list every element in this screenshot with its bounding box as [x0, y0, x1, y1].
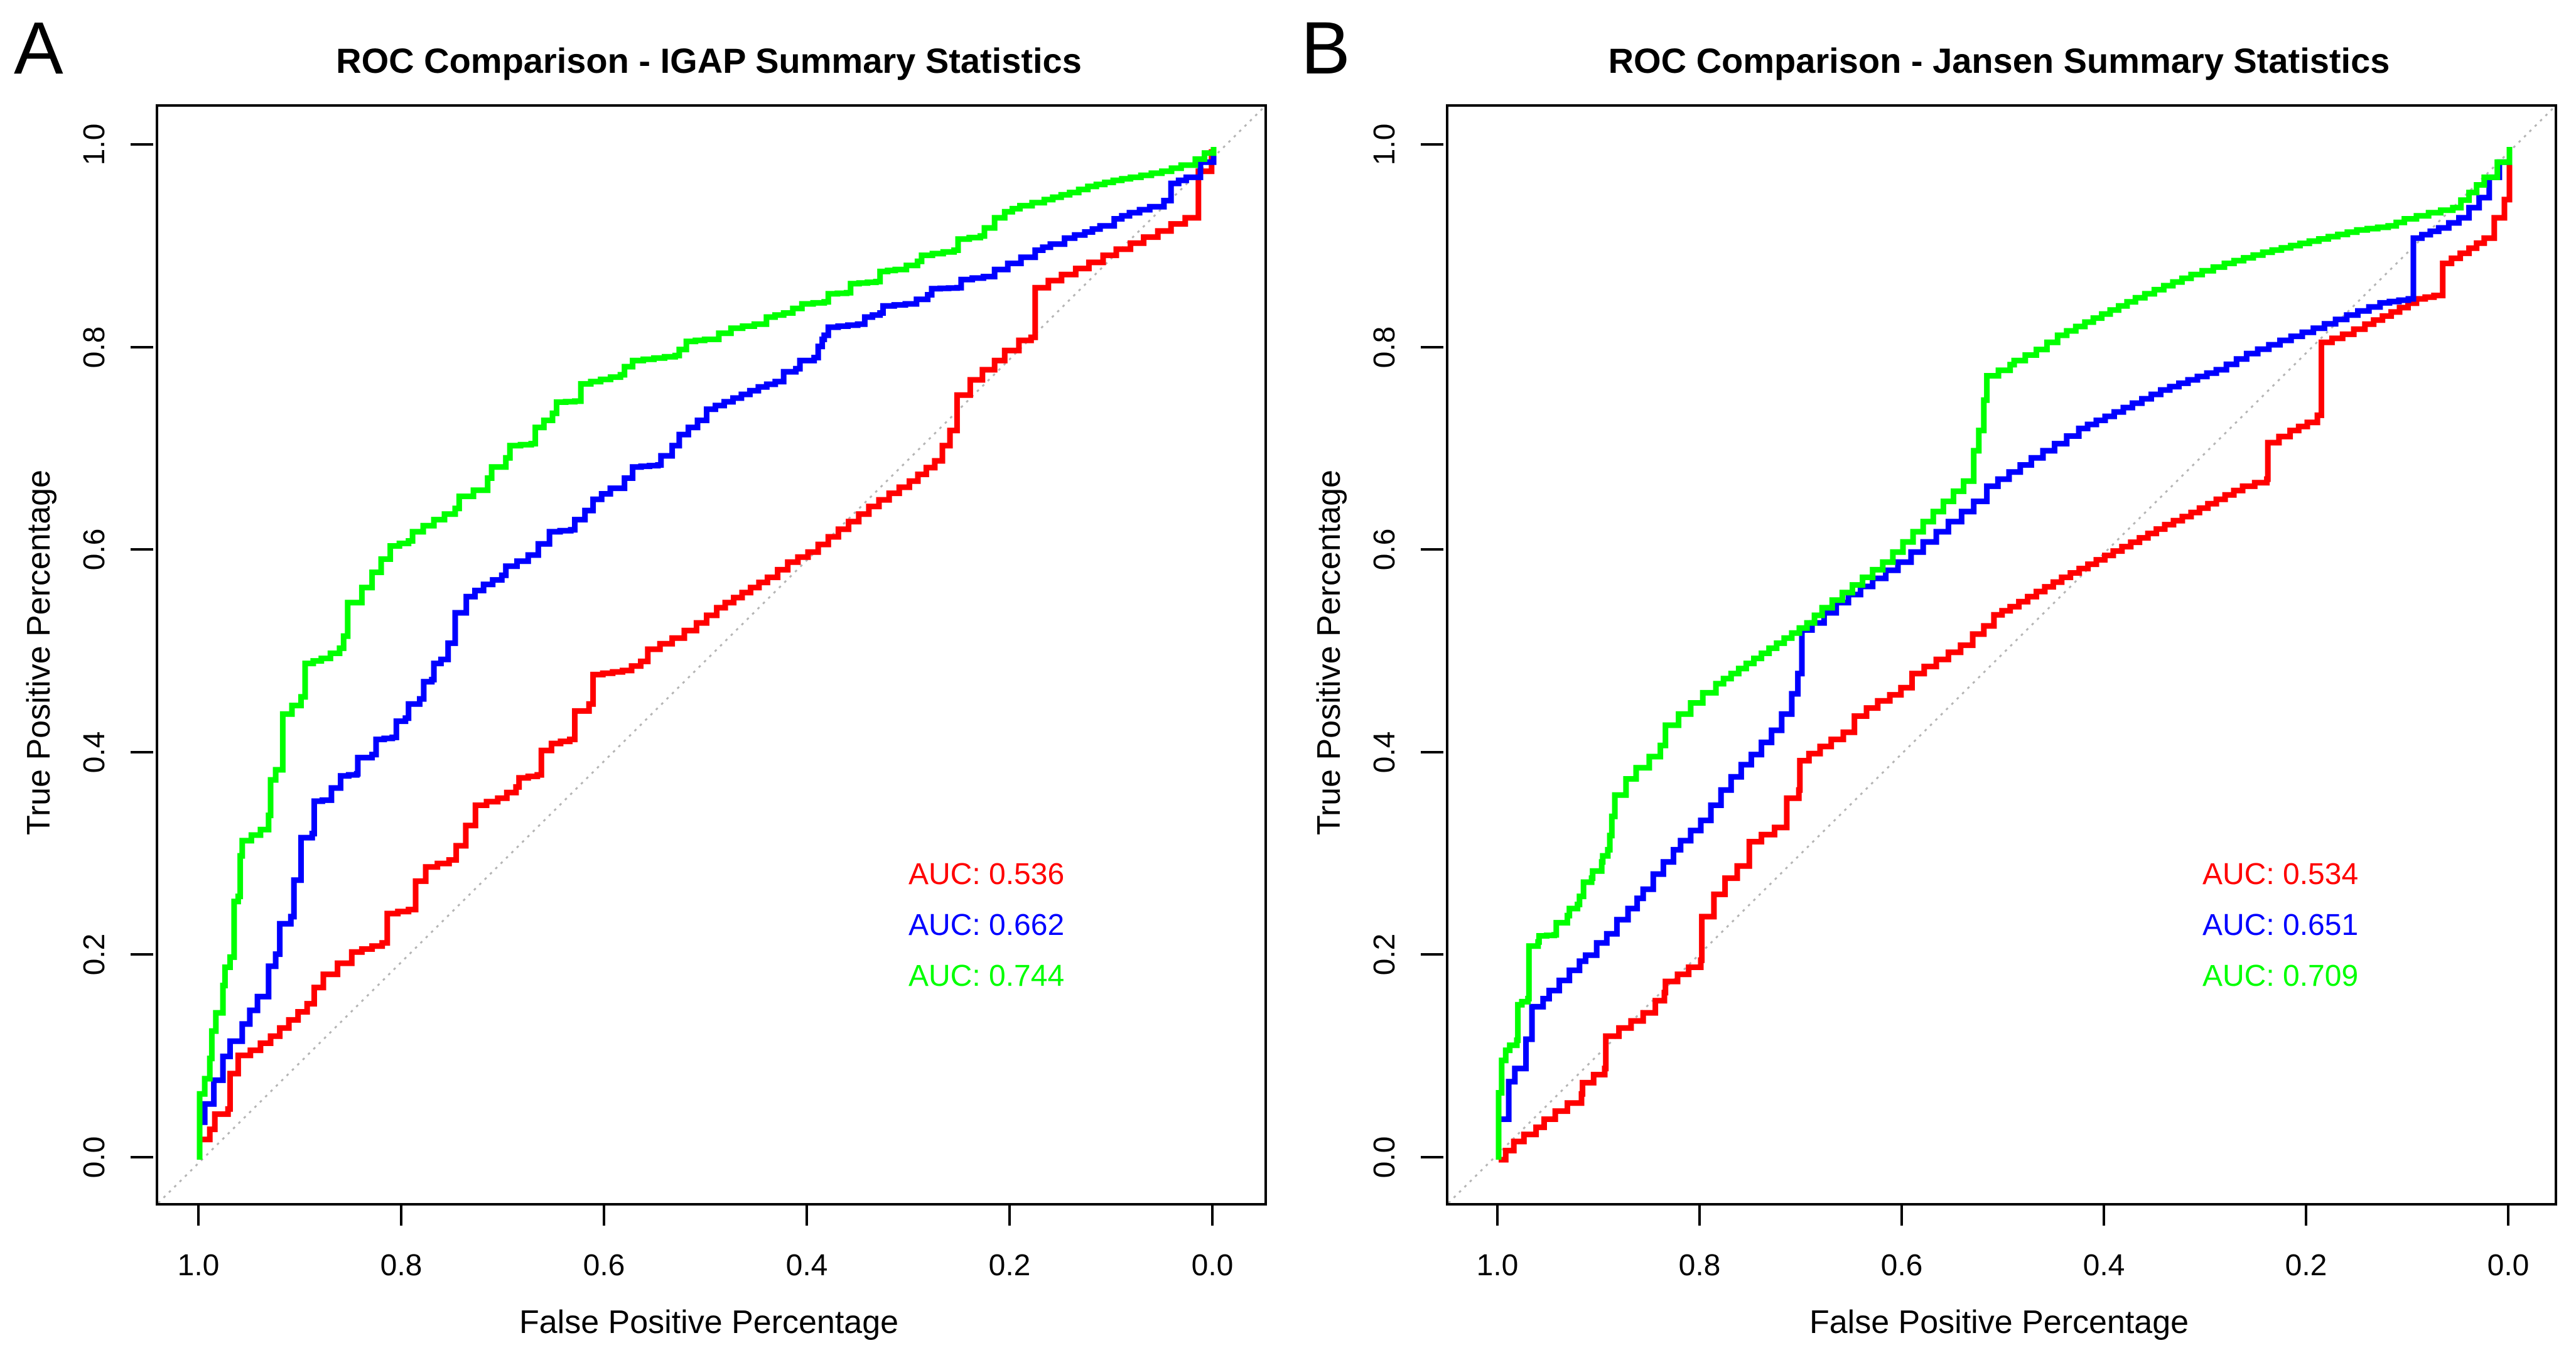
x-tick-label: 0.0 [1191, 1249, 1234, 1282]
panel-a-legend: AUC: 0.536 AUC: 0.662 AUC: 0.744 [908, 849, 1064, 1001]
y-tick-mark [131, 953, 153, 956]
x-tick-label: 0.0 [2487, 1249, 2530, 1282]
y-tick-mark [131, 345, 153, 348]
x-tick-mark [197, 1203, 200, 1226]
auc-legend-entry-red: AUC: 0.536 [908, 858, 1065, 891]
roc-curve-red [197, 147, 1217, 1160]
x-tick-label: 0.6 [583, 1249, 625, 1282]
y-tick-label: 1.0 [1367, 123, 1401, 166]
x-tick-mark [400, 1203, 402, 1226]
x-tick-mark [1211, 1203, 1214, 1226]
x-tick-mark [1496, 1203, 1499, 1226]
y-tick-label: 0.8 [77, 326, 111, 368]
y-tick-mark [131, 750, 153, 753]
roc-curve-green [197, 147, 1217, 1160]
auc-legend-entry-green: AUC: 0.744 [908, 959, 1065, 993]
auc-legend-entry-green: AUC: 0.709 [2202, 959, 2359, 993]
y-tick-label: 0.8 [1367, 326, 1401, 368]
y-tick-mark [1421, 143, 1443, 146]
x-tick-label: 0.6 [1880, 1249, 1923, 1282]
diagonal-reference-line [1448, 107, 2555, 1203]
y-tick-label: 1.0 [77, 123, 111, 166]
x-tick-mark [1008, 1203, 1011, 1226]
x-tick-mark [806, 1203, 808, 1226]
panel-a-title: ROC Comparison - IGAP Summary Statistics [336, 41, 1082, 80]
auc-legend-entry-blue: AUC: 0.662 [908, 909, 1065, 942]
roc-curve-blue [1495, 147, 2513, 1160]
x-tick-label: 1.0 [1476, 1249, 1519, 1282]
panel-a-yaxis-label: True Positive Percentage [21, 470, 57, 835]
roc-curve-blue [197, 147, 1217, 1160]
y-tick-mark [1421, 953, 1443, 956]
x-tick-mark [1698, 1203, 1701, 1226]
x-tick-label: 0.2 [988, 1249, 1031, 1282]
y-tick-label: 0.2 [77, 934, 111, 976]
y-tick-label: 0.0 [77, 1136, 111, 1179]
diagonal-reference-line [158, 107, 1264, 1203]
panel-b-legend: AUC: 0.534 AUC: 0.651 AUC: 0.709 [2202, 849, 2358, 1001]
y-tick-mark [1421, 750, 1443, 753]
y-tick-label: 0.6 [1367, 528, 1401, 571]
x-tick-mark [2507, 1203, 2509, 1226]
y-tick-label: 0.4 [77, 731, 111, 774]
y-tick-label: 0.6 [77, 528, 111, 571]
panel-b-yaxis-label: True Positive Percentage [1311, 470, 1347, 835]
x-tick-label: 0.2 [2285, 1249, 2327, 1282]
y-tick-mark [1421, 345, 1443, 348]
y-tick-label: 0.2 [1367, 934, 1401, 976]
panel-b-letter: B [1301, 7, 1350, 90]
x-tick-label: 0.4 [2083, 1249, 2125, 1282]
x-tick-mark [603, 1203, 605, 1226]
y-tick-mark [131, 143, 153, 146]
y-tick-mark [1421, 1156, 1443, 1158]
auc-legend-entry-red: AUC: 0.534 [2202, 858, 2359, 891]
x-tick-label: 0.8 [1678, 1249, 1721, 1282]
roc-chart-a [158, 107, 1264, 1203]
panel-b-xaxis-label: False Positive Percentage [1809, 1304, 2189, 1341]
panel-a-letter: A [14, 7, 63, 90]
roc-curve-green [1495, 147, 2513, 1160]
x-tick-mark [1900, 1203, 1903, 1226]
y-tick-mark [131, 548, 153, 551]
x-tick-mark [2305, 1203, 2307, 1226]
y-tick-label: 0.4 [1367, 731, 1401, 774]
panel-a-xaxis-label: False Positive Percentage [519, 1304, 899, 1341]
auc-legend-entry-blue: AUC: 0.651 [2202, 909, 2359, 942]
y-tick-label: 0.0 [1367, 1136, 1401, 1179]
x-tick-mark [2103, 1203, 2105, 1226]
panel-b-plot-area [1446, 104, 2557, 1206]
roc-curve-red [1499, 147, 2513, 1163]
x-tick-label: 0.4 [785, 1249, 828, 1282]
x-tick-label: 1.0 [177, 1249, 220, 1282]
roc-chart-b [1448, 107, 2555, 1203]
panel-a-plot-area [156, 104, 1267, 1206]
y-tick-mark [1421, 548, 1443, 551]
x-tick-label: 0.8 [380, 1249, 423, 1282]
y-tick-mark [131, 1156, 153, 1158]
panel-b-title: ROC Comparison - Jansen Summary Statisti… [1608, 41, 2390, 80]
